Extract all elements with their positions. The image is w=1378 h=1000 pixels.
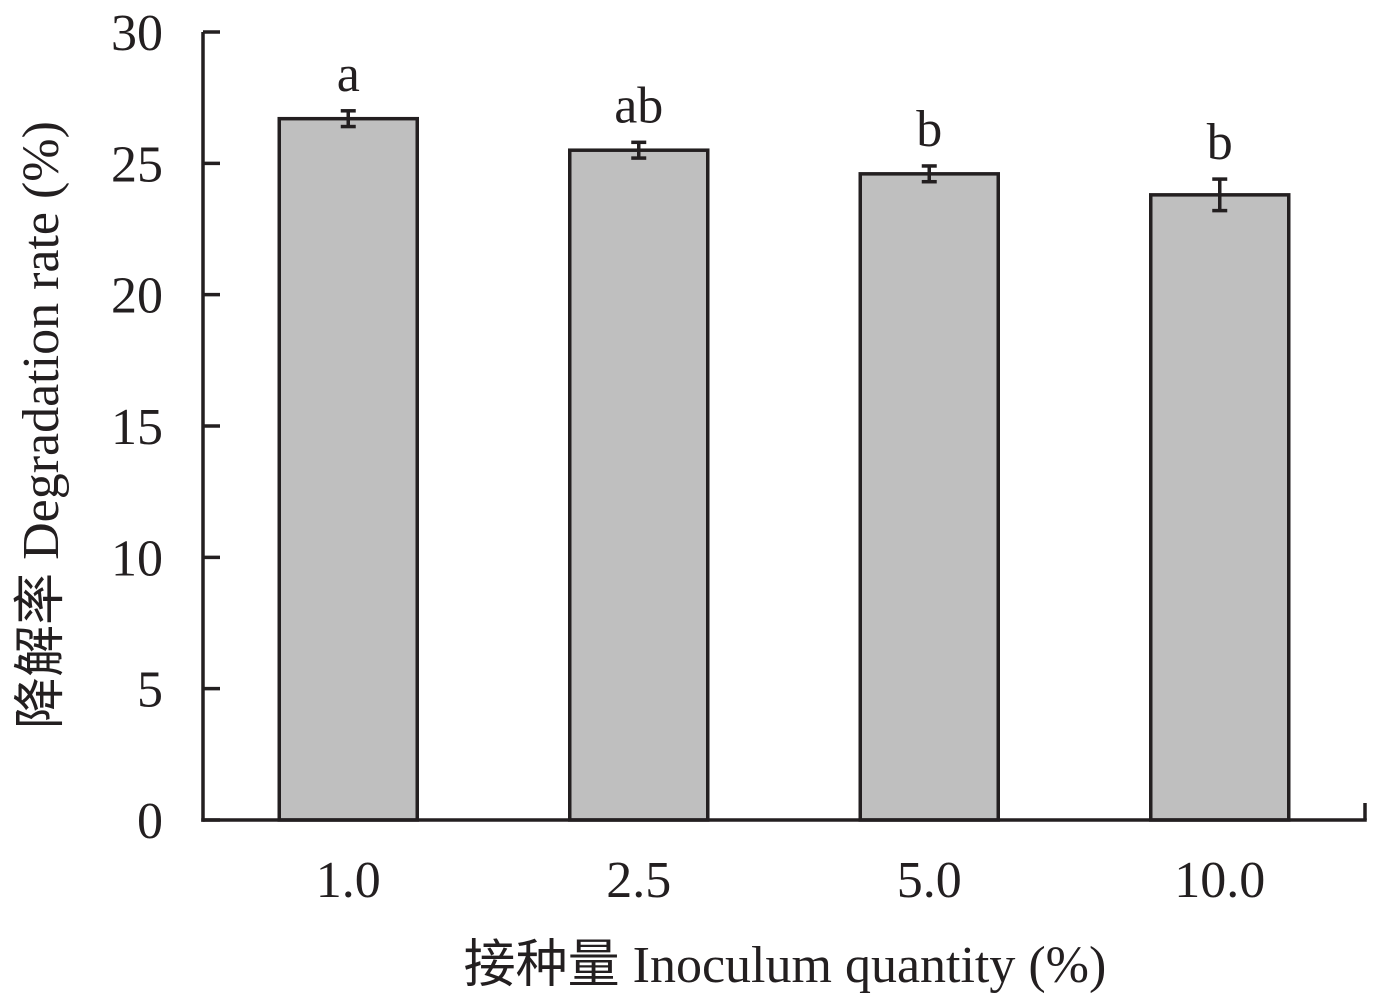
x-tick-label-3: 5.0 [897,852,962,909]
bar-4 [1149,193,1291,822]
bar-3 [858,172,1000,822]
error-bar-3 [921,164,937,184]
x-ticks-group: 1.0 2.5 5.0 10.0 [316,852,1266,909]
y-ticks-group: 0 5 10 15 20 25 30 [111,5,220,850]
bar-2 [568,148,710,822]
y-axis-label: 降解率 Degradation rate (%) [13,121,70,729]
significance-label-2: ab [614,77,663,134]
significance-label-1: a [337,46,360,103]
error-bar-4 [1212,177,1228,213]
bar-1 [277,116,419,822]
error-bars-group [340,109,1228,213]
x-axis-label: 接种量 Inoculum quantity (%) [464,937,1107,994]
y-tick-label-5: 5 [137,662,163,719]
y-tick-label-10: 10 [111,530,163,587]
x-tick-label-4: 10.0 [1174,852,1265,909]
significance-label-3: b [916,101,942,158]
error-bar-1 [340,109,356,129]
error-bar-2 [631,140,647,160]
y-tick-label-25: 25 [111,136,163,193]
y-tick-label-0: 0 [137,793,163,850]
y-tick-label-20: 20 [111,268,163,325]
significance-label-4: b [1207,114,1233,171]
x-tick-label-1: 1.0 [316,852,381,909]
y-tick-label-15: 15 [111,399,163,456]
x-tick-label-2: 2.5 [606,852,671,909]
y-tick-label-30: 30 [111,5,163,62]
significance-labels-group: a ab b b [337,46,1233,171]
bars-group [277,116,1291,822]
